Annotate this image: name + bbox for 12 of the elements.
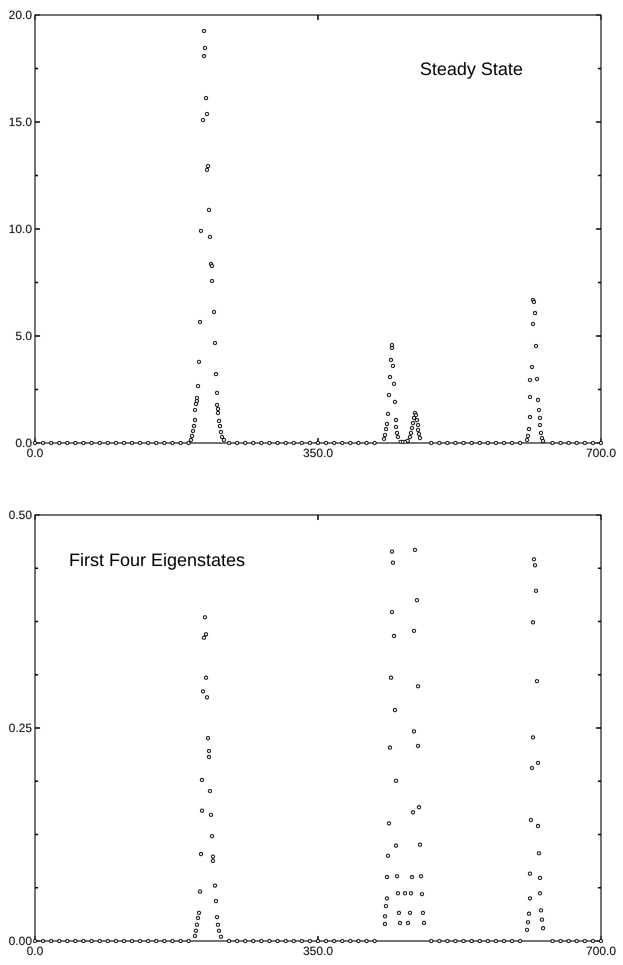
x-tick-label: 700.0 — [586, 446, 616, 460]
y-tick-label: 10.0 — [8, 222, 32, 236]
x-tick-label: 350.0 — [302, 446, 334, 460]
annotation: Steady State — [420, 58, 523, 79]
y-tick-label: 20.0 — [8, 8, 32, 22]
x-tick-label: 350.0 — [302, 944, 334, 958]
annotation: First Four Eigenstates — [68, 550, 246, 570]
y-tick-label: 5.0 — [15, 329, 32, 343]
y-tick-label: 15.0 — [8, 115, 32, 129]
y-tick-label: 0.25 — [8, 721, 32, 735]
y-tick-label: 0.50 — [8, 508, 32, 522]
x-tick-label: 700.0 — [586, 944, 616, 958]
